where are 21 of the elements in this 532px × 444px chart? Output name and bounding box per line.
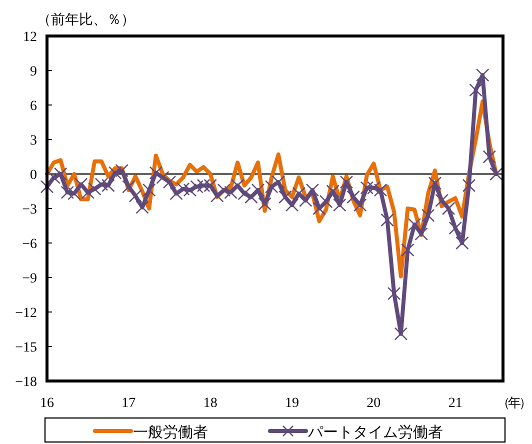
y-tick-label: 0 — [30, 168, 37, 183]
y-tick-label: −15 — [15, 340, 37, 356]
legend-label: パートタイム労働者 — [307, 424, 443, 441]
x-tick-label: 17 — [122, 396, 136, 411]
x-tick-label: 16 — [40, 396, 54, 411]
y-tick-label: −9 — [22, 272, 37, 286]
y-tick-label: 3 — [30, 134, 37, 148]
y-tick-label: −3 — [22, 202, 37, 218]
y-axis-title: （前年比、％） — [37, 12, 135, 28]
y-tick-label: 6 — [30, 99, 37, 114]
x-tick-label: 21 — [448, 396, 462, 411]
x-tick-label: 20 — [366, 396, 381, 411]
legend-label: 一般労働者 — [133, 424, 208, 441]
y-tick-label: −12 — [15, 306, 37, 321]
y-tick-label: −6 — [22, 237, 37, 252]
y-tick-label: −18 — [15, 375, 37, 390]
y-tick-label: 9 — [30, 64, 37, 80]
x-axis-title: （年） — [497, 395, 530, 410]
y-tick-label: 12 — [23, 30, 37, 45]
x-tick-label: 18 — [203, 396, 218, 411]
x-tick-label: 19 — [285, 396, 300, 411]
